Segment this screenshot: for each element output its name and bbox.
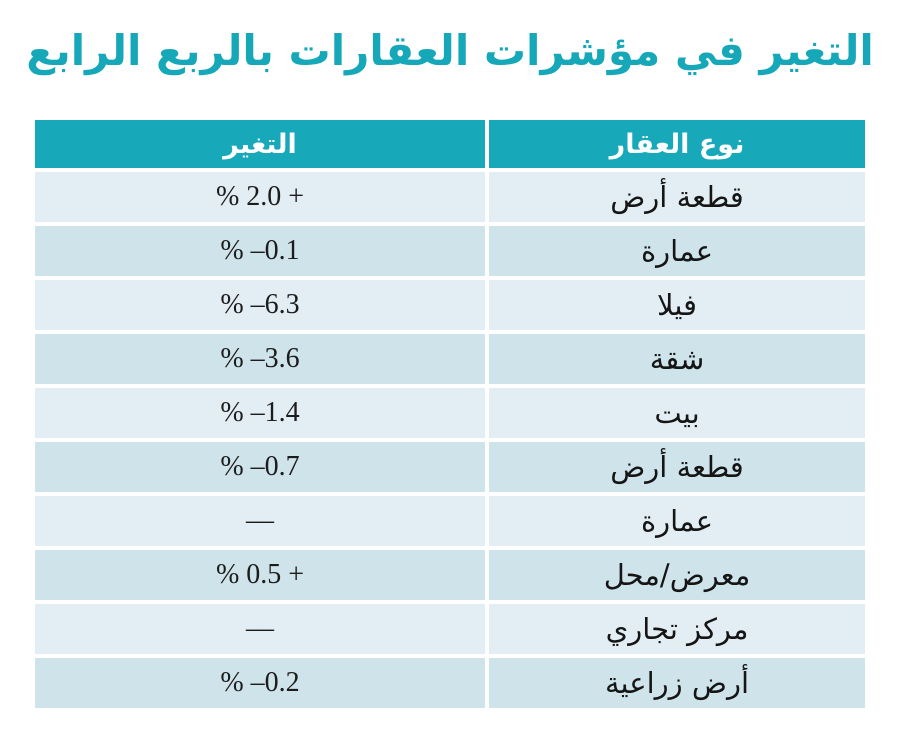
table-row: –– مركز تجاري <box>35 604 865 654</box>
table-row: % –3.6 شقة <box>35 334 865 384</box>
property-type: أرض زراعية <box>489 658 865 708</box>
property-type: شقة <box>489 334 865 384</box>
change-value: % –0.1 <box>35 226 485 276</box>
header-property-type: نوع العقار <box>489 120 865 168</box>
table-row: % –0.1 عمارة <box>35 226 865 276</box>
change-value: % –6.3 <box>35 280 485 330</box>
property-type: معرض/محل <box>489 550 865 600</box>
table-row: –– عمارة <box>35 496 865 546</box>
property-type: عمارة <box>489 226 865 276</box>
header-change: التغير <box>35 120 485 168</box>
change-value: –– <box>35 496 485 546</box>
property-type: عمارة <box>489 496 865 546</box>
property-type: قطعة أرض <box>489 172 865 222</box>
change-value: % –0.2 <box>35 658 485 708</box>
page-title: التغير في مؤشرات العقارات بالربع الرابع <box>26 26 874 75</box>
table-header-row: التغير نوع العقار <box>35 120 865 168</box>
change-value: % –3.6 <box>35 334 485 384</box>
table-row: % –1.4 بيت <box>35 388 865 438</box>
change-value: –– <box>35 604 485 654</box>
table-row: % –0.2 أرض زراعية <box>35 658 865 708</box>
property-type: فيلا <box>489 280 865 330</box>
table-row: % –0.7 قطعة أرض <box>35 442 865 492</box>
change-value: % 2.0 + <box>35 172 485 222</box>
change-value: % 0.5 + <box>35 550 485 600</box>
property-type: بيت <box>489 388 865 438</box>
table-row: % 2.0 + قطعة أرض <box>35 172 865 222</box>
indicators-table: التغير نوع العقار % 2.0 + قطعة أرض % –0.… <box>35 120 865 708</box>
change-value: % –0.7 <box>35 442 485 492</box>
table-row: % 0.5 + معرض/محل <box>35 550 865 600</box>
property-type: مركز تجاري <box>489 604 865 654</box>
table-row: % –6.3 فيلا <box>35 280 865 330</box>
change-value: % –1.4 <box>35 388 485 438</box>
property-type: قطعة أرض <box>489 442 865 492</box>
